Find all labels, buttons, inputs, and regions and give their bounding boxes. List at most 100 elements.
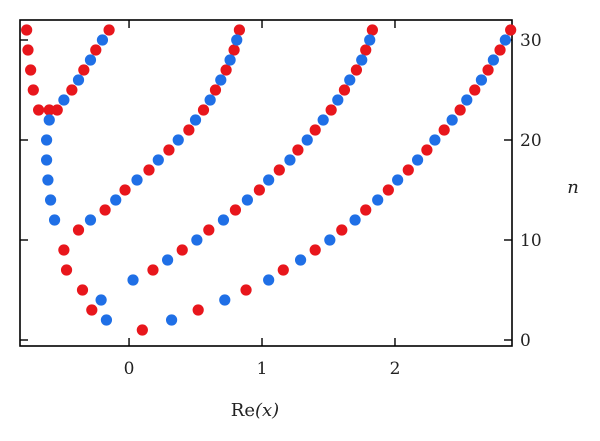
data-point <box>163 144 175 156</box>
data-point <box>263 274 275 286</box>
data-point <box>402 164 414 176</box>
y-tick-label: 10 <box>520 231 542 251</box>
data-point <box>421 144 433 156</box>
data-point <box>499 34 511 46</box>
data-point <box>197 104 210 116</box>
x-tick-label: 0 <box>124 359 135 379</box>
data-point <box>51 104 63 116</box>
data-point <box>336 224 348 236</box>
plot-frame <box>19 19 513 347</box>
data-point <box>284 154 296 166</box>
data-point <box>229 204 242 216</box>
data-point <box>48 214 61 226</box>
data-point <box>344 74 356 86</box>
data-point <box>325 104 337 116</box>
data-point <box>350 64 363 76</box>
data-point <box>172 134 184 146</box>
data-point <box>72 74 85 86</box>
data-point <box>241 194 253 206</box>
data-point <box>44 194 57 206</box>
data-point <box>96 34 109 46</box>
data-point <box>60 264 73 276</box>
data-point <box>40 154 53 166</box>
data-point <box>191 234 203 246</box>
data-point <box>461 94 473 106</box>
data-point <box>86 304 98 316</box>
data-point <box>99 204 111 216</box>
data-point <box>366 24 378 36</box>
data-point <box>382 184 394 196</box>
data-point <box>43 114 55 126</box>
data-point <box>215 74 227 86</box>
data-point <box>277 264 289 276</box>
data-point <box>332 94 344 106</box>
data-point <box>204 94 216 106</box>
data-point <box>224 54 236 66</box>
data-point <box>119 184 131 196</box>
x-axis-label-main: Re <box>231 400 255 421</box>
data-point <box>360 204 372 216</box>
data-point <box>192 304 204 316</box>
x-tick-label: 1 <box>257 359 268 379</box>
data-points <box>21 24 517 336</box>
data-point <box>136 324 148 336</box>
data-point <box>217 214 230 226</box>
data-point <box>273 164 285 176</box>
data-point <box>131 174 143 186</box>
data-point <box>84 54 97 66</box>
data-point <box>27 84 39 96</box>
data-point <box>72 224 85 236</box>
data-point <box>364 34 376 46</box>
data-point <box>58 94 70 106</box>
data-point <box>292 144 304 156</box>
data-point <box>429 134 441 146</box>
data-point <box>90 44 102 56</box>
data-point <box>152 154 164 166</box>
data-point <box>100 314 113 326</box>
data-point <box>294 254 307 266</box>
data-point <box>301 134 313 146</box>
data-point <box>360 44 372 56</box>
data-point <box>228 44 240 56</box>
y-axis-label: n <box>567 177 579 198</box>
data-point <box>40 134 53 146</box>
y-tick-label: 0 <box>520 331 531 351</box>
data-point <box>219 294 231 306</box>
data-point <box>42 174 54 186</box>
data-point <box>356 54 368 66</box>
data-point <box>165 314 178 326</box>
data-point <box>349 214 361 226</box>
data-point <box>231 34 243 46</box>
data-point <box>233 24 246 36</box>
data-point <box>240 284 252 296</box>
data-point <box>338 84 351 96</box>
x-axis-label-var: (x) <box>255 400 279 421</box>
data-point <box>33 104 45 116</box>
data-point <box>505 24 517 36</box>
data-point <box>475 74 488 86</box>
data-point <box>162 254 174 266</box>
data-point <box>58 244 70 256</box>
data-point <box>176 244 188 256</box>
data-point <box>147 264 159 276</box>
data-point <box>220 64 232 76</box>
data-point <box>411 154 424 166</box>
data-point <box>209 84 222 96</box>
data-point <box>189 114 202 126</box>
data-point <box>43 104 55 116</box>
y-tick-label: 20 <box>520 131 542 151</box>
data-point <box>25 64 37 76</box>
data-point <box>66 84 78 96</box>
data-point <box>143 164 155 176</box>
data-point <box>392 174 404 186</box>
data-point <box>372 194 384 206</box>
data-point <box>487 54 499 66</box>
data-point <box>482 64 494 76</box>
data-point <box>309 124 321 136</box>
x-tick-label: 2 <box>390 359 401 379</box>
data-point <box>253 184 265 196</box>
x-axis-label: Re(x) <box>231 400 279 421</box>
data-point <box>103 24 115 36</box>
data-point <box>78 64 90 76</box>
